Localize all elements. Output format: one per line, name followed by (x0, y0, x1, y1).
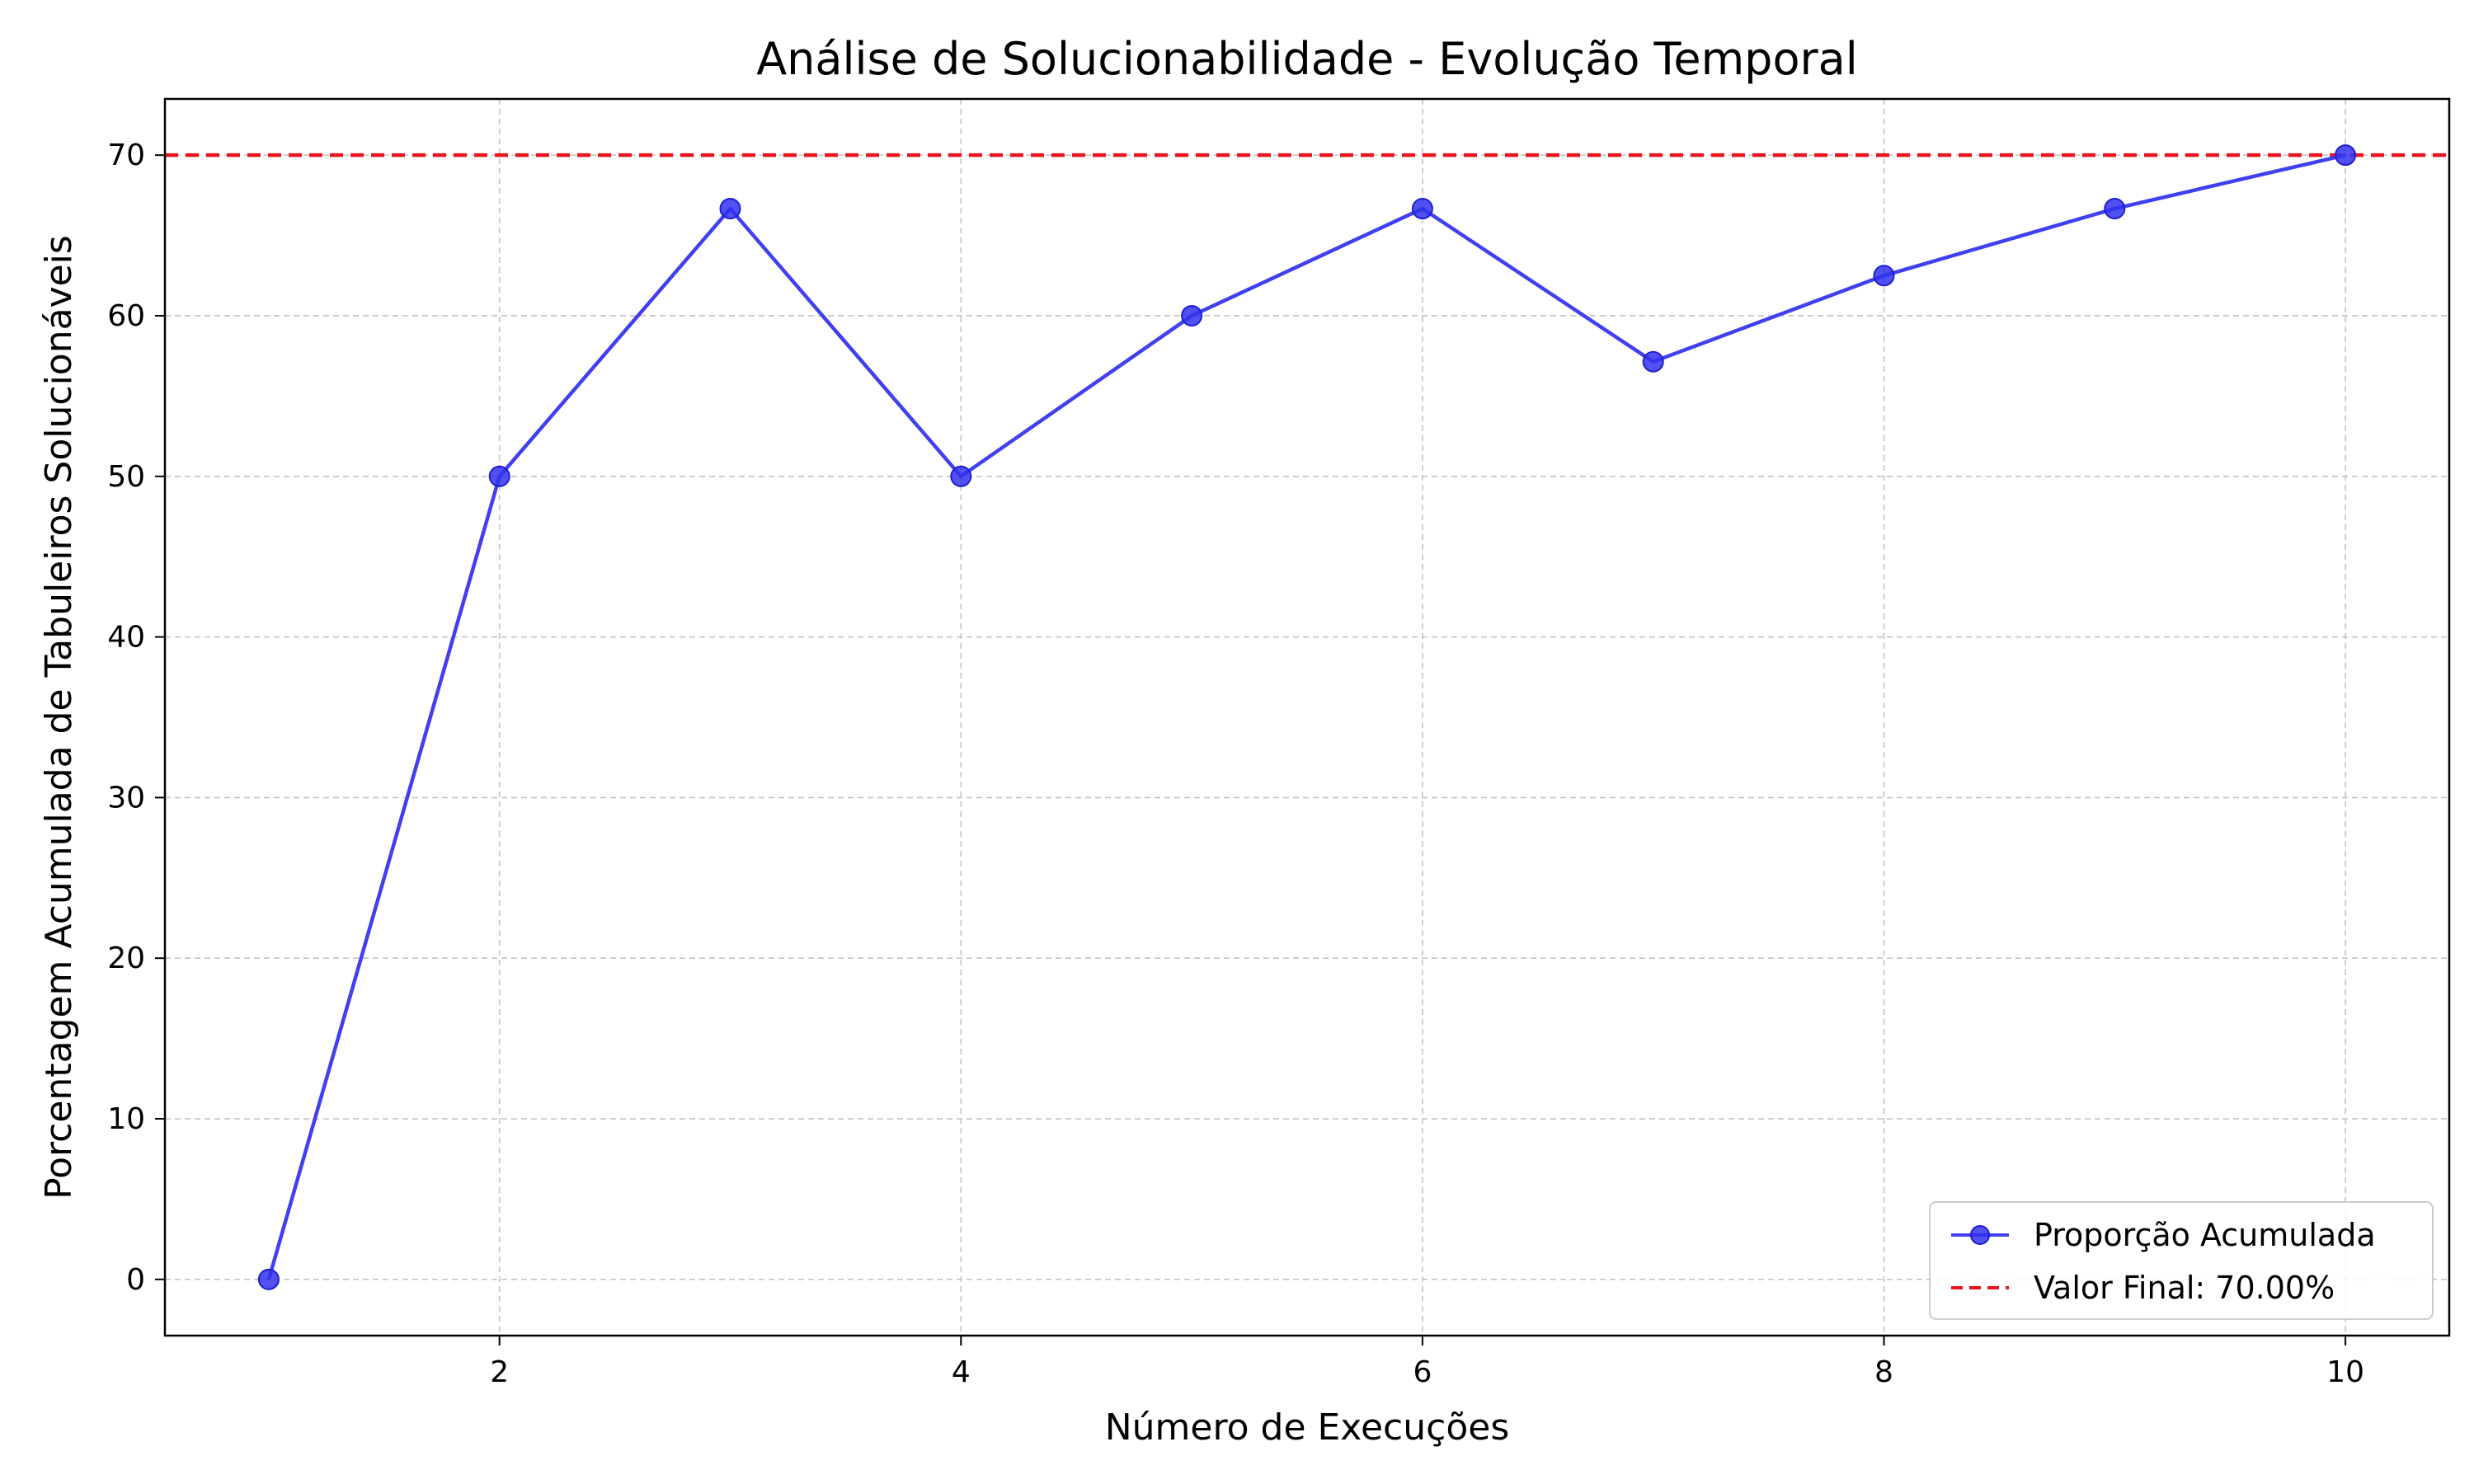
x-tick-label: 10 (2326, 1355, 2364, 1389)
series-line (266, 153, 2346, 1280)
y-tick-label: 0 (126, 1263, 145, 1297)
y-axis-label: Porcentagem Acumulada de Tabuleiros Solu… (38, 235, 80, 1200)
data-point (1411, 198, 1433, 220)
y-tick-label: 60 (107, 299, 145, 333)
x-tick-label: 4 (952, 1355, 971, 1389)
x-axis-label: Número de Execuções (1105, 1407, 1510, 1449)
data-point (2335, 144, 2357, 167)
data-point (2104, 198, 2126, 220)
legend-box (1929, 1201, 2434, 1320)
data-point (719, 198, 741, 220)
data-point (257, 1268, 280, 1290)
legend-reference-label: Valor Final: 70.00% (2034, 1270, 2335, 1306)
y-tick-label: 20 (107, 942, 145, 975)
ticks: 2 4 6 8 10 0 10 20 30 40 50 60 70 (107, 139, 2364, 1389)
y-tick-label: 10 (107, 1102, 145, 1136)
data-point (1873, 265, 1895, 287)
data-point (1642, 350, 1664, 373)
y-tick-label: 70 (107, 139, 145, 172)
x-tick-label: 8 (1874, 1355, 1893, 1389)
legend: Proporção Acumulada Valor Final: 70.00% (1929, 1201, 2434, 1320)
x-tick-label: 6 (1413, 1355, 1432, 1389)
legend-series-label: Proporção Acumulada (2034, 1217, 2376, 1253)
chart-title: Análise de Solucionabilidade - Evolução … (756, 33, 1858, 85)
series-layer (257, 144, 2357, 1290)
y-tick-label: 30 (107, 781, 145, 815)
x-tick-label: 2 (490, 1355, 509, 1389)
plot-frame (163, 97, 2451, 1337)
y-tick-label: 50 (107, 460, 145, 494)
data-point (950, 465, 972, 487)
legend-series-marker (1970, 1225, 1990, 1245)
data-point (1181, 304, 1203, 326)
y-tick-label: 40 (107, 621, 145, 655)
data-point (488, 465, 510, 487)
